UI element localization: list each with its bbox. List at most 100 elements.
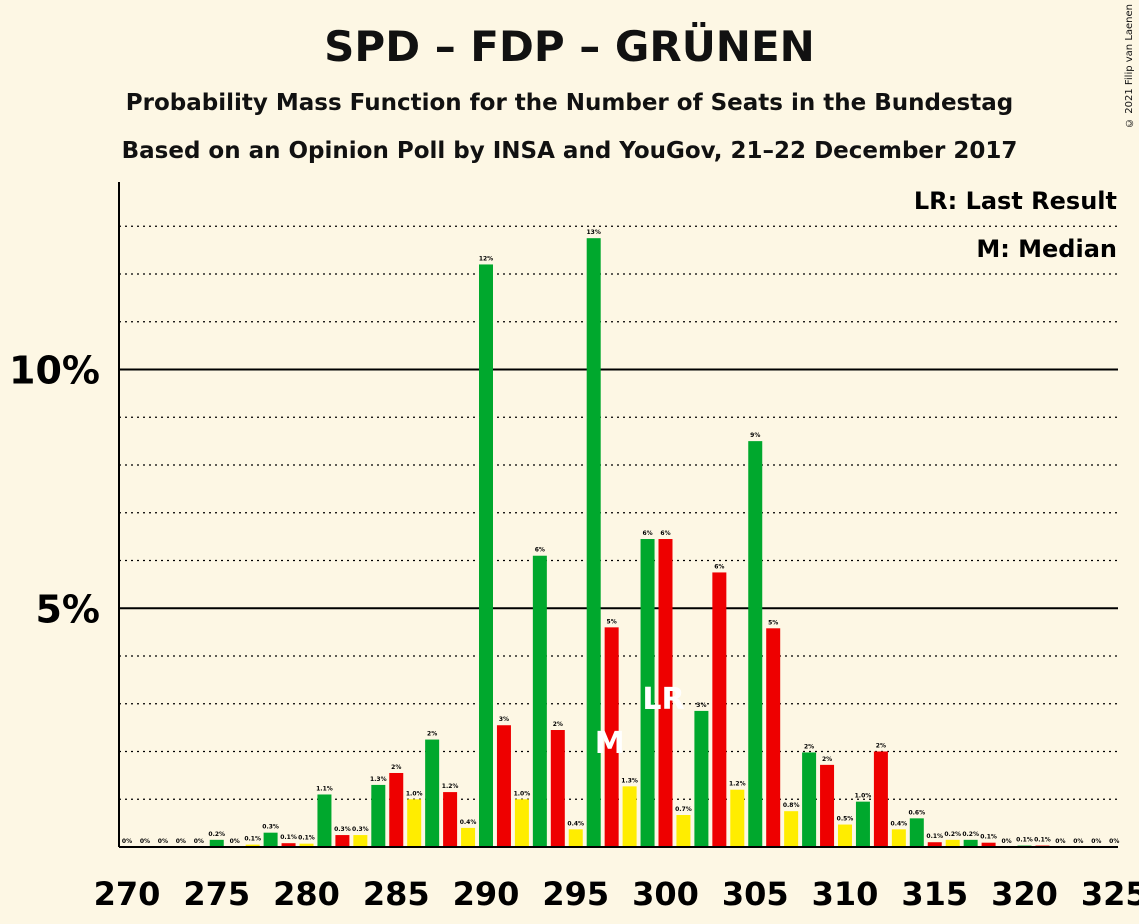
- bar-seat-318: [981, 842, 996, 847]
- bar-series: [209, 238, 1050, 847]
- bar-label-296: 13%: [587, 229, 601, 236]
- bar-seat-279: [281, 843, 296, 847]
- bar-label-316: 0.2%: [944, 831, 961, 838]
- bar-seat-295: [568, 829, 583, 847]
- y-tick-label: 5%: [35, 587, 100, 631]
- legend-median: M: Median: [976, 235, 1117, 263]
- bar-label-311: 1.0%: [855, 793, 872, 800]
- chart-subtitle-poll: Based on an Opinion Poll by INSA and You…: [121, 138, 1018, 164]
- chart-subtitle: Probability Mass Function for the Number…: [125, 90, 1014, 116]
- y-axis: 5% 10%: [9, 182, 120, 847]
- bar-label-295: 0.4%: [567, 820, 584, 827]
- bar-seat-315: [927, 842, 942, 847]
- bar-label-288: 1.2%: [442, 783, 459, 790]
- bar-label-314: 0.6%: [908, 809, 925, 816]
- bar-label-282: 0.3%: [334, 826, 351, 833]
- bar-label-324: 0%: [1091, 838, 1101, 845]
- bar-seat-284: [371, 784, 386, 847]
- bar-label-315: 0.1%: [926, 833, 943, 840]
- bar-label-291: 3%: [499, 716, 509, 723]
- bar-label-317: 0.2%: [962, 831, 979, 838]
- last-result-marker: LR: [642, 682, 684, 717]
- median-marker: M: [595, 726, 625, 761]
- bar-seat-310: [838, 824, 852, 847]
- bar-label-272: 0%: [158, 838, 168, 845]
- x-tick-label: 300: [632, 875, 699, 913]
- chart-title: SPD – FDP – GRÜNEN: [324, 22, 815, 71]
- bar-label-303: 6%: [714, 563, 724, 570]
- bar-seat-305: [748, 441, 763, 847]
- bar-seat-313: [891, 829, 906, 847]
- bar-label-298: 1.3%: [621, 777, 638, 784]
- bar-seat-298: [622, 786, 637, 847]
- bar-seat-292: [514, 799, 529, 847]
- bar-label-273: 0%: [176, 838, 186, 845]
- bar-seat-303: [712, 572, 727, 847]
- x-tick-label: 295: [542, 875, 609, 913]
- bar-label-284: 1.3%: [370, 776, 387, 783]
- bar-seat-311: [855, 801, 870, 847]
- bar-label-277: 0.1%: [244, 836, 261, 843]
- bar-seat-282: [335, 835, 350, 847]
- bar-label-307: 0.8%: [783, 802, 800, 809]
- bar-seat-317: [963, 839, 978, 847]
- bar-label-274: 0%: [194, 838, 204, 845]
- bar-seat-307: [784, 811, 799, 847]
- bar-label-322: 0%: [1055, 838, 1065, 845]
- bar-label-299: 6%: [642, 530, 652, 537]
- bar-label-302: 3%: [696, 702, 706, 709]
- bar-seat-281: [317, 794, 332, 847]
- bar-seat-314: [909, 818, 924, 847]
- legend-last-result: LR: Last Result: [914, 187, 1117, 215]
- x-tick-label: 275: [183, 875, 250, 913]
- bar-label-287: 2%: [427, 731, 437, 738]
- bar-label-306: 5%: [768, 619, 778, 626]
- bar-label-325: 0%: [1109, 838, 1119, 845]
- bar-label-294: 2%: [553, 721, 563, 728]
- bar-label-313: 0.4%: [891, 820, 908, 827]
- bar-seat-302: [694, 710, 709, 847]
- x-tick-label: 285: [363, 875, 430, 913]
- bar-seat-275: [209, 839, 224, 847]
- bar-seat-294: [550, 730, 565, 847]
- bar-seat-283: [353, 835, 368, 847]
- bar-label-280: 0.1%: [298, 835, 315, 842]
- bar-label-320: 0.1%: [1016, 837, 1033, 844]
- bar-label-318: 0.1%: [980, 834, 997, 841]
- bar-seat-316: [945, 839, 960, 847]
- bar-label-276: 0%: [230, 838, 240, 845]
- x-tick-label: 305: [722, 875, 789, 913]
- x-tick-label: 290: [453, 875, 520, 913]
- bar-label-279: 0.1%: [280, 834, 297, 841]
- x-tick-label: 325: [1081, 875, 1139, 913]
- bar-label-285: 2%: [391, 764, 401, 771]
- bar-seat-300: [658, 539, 673, 847]
- bar-label-310: 0.5%: [837, 816, 854, 823]
- bar-label-278: 0.3%: [262, 824, 279, 831]
- bar-label-319: 0%: [1001, 838, 1011, 845]
- bar-seat-288: [443, 792, 458, 847]
- bar-seat-301: [676, 815, 691, 847]
- bar-label-309: 2%: [822, 756, 832, 763]
- bar-label-321: 0.1%: [1034, 837, 1051, 844]
- bar-seat-299: [640, 539, 655, 847]
- bar-seat-309: [820, 764, 835, 847]
- bar-seat-312: [873, 751, 888, 847]
- x-tick-label: 315: [901, 875, 968, 913]
- bar-label-308: 2%: [804, 743, 814, 750]
- bar-seat-290: [479, 264, 493, 847]
- bar-label-304: 1.2%: [729, 781, 746, 788]
- bar-label-300: 6%: [660, 530, 670, 537]
- bar-label-297: 5%: [607, 618, 617, 625]
- bar-label-289: 0.4%: [460, 819, 477, 826]
- bar-label-323: 0%: [1073, 838, 1083, 845]
- bar-value-labels: 0% 0% 0% 0% 0%0.2%0% 0.1%0.3%0.1% 0.1%1.1%0.3%…: [122, 229, 1119, 845]
- bar-seat-291: [496, 725, 511, 847]
- bar-label-301: 0.7%: [675, 806, 692, 813]
- bar-label-271: 0%: [140, 838, 150, 845]
- bar-seat-289: [461, 827, 476, 847]
- bar-label-283: 0.3%: [352, 826, 369, 833]
- bar-seat-287: [425, 739, 440, 847]
- y-tick-label: 10%: [9, 349, 100, 393]
